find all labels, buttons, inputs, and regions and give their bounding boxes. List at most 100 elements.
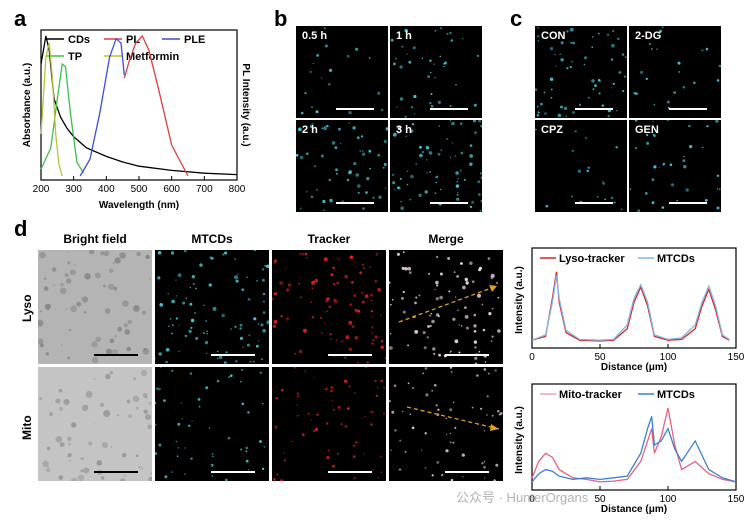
signal-dot [266, 264, 269, 268]
signal-dot [436, 284, 439, 287]
signal-dot [58, 475, 64, 480]
row-label-mito: Mito [20, 415, 34, 440]
signal-dot [60, 282, 64, 287]
signal-dot [336, 281, 340, 285]
signal-dot [145, 414, 151, 420]
lyso-profile-ylabel: Intensity (a.u.) [514, 266, 525, 334]
signal-dot [341, 200, 344, 203]
signal-dot [450, 478, 454, 481]
signal-dot [400, 200, 402, 203]
signal-dot [476, 54, 479, 57]
signal-dot [566, 30, 569, 33]
signal-dot [479, 209, 482, 212]
signal-dot [230, 328, 232, 330]
signal-dot [77, 474, 85, 481]
signal-dot [43, 277, 47, 281]
signal-dot [716, 174, 720, 177]
signal-dot [389, 333, 392, 335]
signal-dot [337, 258, 340, 261]
signal-dot [424, 466, 427, 469]
signal-dot [624, 56, 627, 58]
signal-dot [407, 344, 410, 347]
signal-dot [301, 252, 305, 256]
signal-dot [100, 251, 105, 256]
scale-bar [575, 108, 613, 110]
signal-dot [171, 299, 175, 304]
signal-dot [457, 192, 459, 194]
signal-dot [486, 414, 488, 416]
signal-dot [425, 145, 428, 148]
signal-dot [479, 172, 482, 175]
signal-dot [103, 284, 106, 288]
signal-dot [394, 189, 396, 191]
signal-dot [361, 291, 363, 294]
signal-dot [104, 308, 111, 314]
signal-dot [285, 288, 290, 292]
signal-dot [304, 92, 307, 95]
signal-dot [390, 449, 392, 451]
signal-dot [260, 323, 264, 327]
signal-dot [379, 455, 382, 458]
signal-dot [145, 254, 150, 260]
signal-dot [171, 369, 174, 372]
signal-dot [381, 108, 384, 112]
signal-dot [275, 397, 278, 400]
signal-dot [402, 310, 406, 314]
signal-dot [296, 153, 299, 157]
signal-dot [662, 163, 665, 166]
signal-dot [716, 79, 720, 82]
signal-dot [345, 336, 349, 340]
signal-dot [449, 367, 452, 369]
signal-dot [478, 193, 481, 196]
signal-dot [128, 414, 132, 419]
signal-dot [172, 324, 174, 326]
signal-dot [352, 126, 356, 130]
signal-dot [433, 352, 436, 356]
mito-profile-x-tick-label: 100 [660, 494, 677, 505]
signal-dot [537, 35, 540, 38]
signal-dot [169, 317, 172, 320]
signal-dot [158, 352, 162, 356]
signal-dot [190, 457, 193, 460]
signal-dot [350, 280, 354, 284]
signal-dot [344, 379, 348, 383]
legend-metformin: Metformin [126, 51, 179, 63]
image-lyso-merge [389, 250, 503, 364]
signal-dot [259, 371, 262, 374]
signal-dot [256, 344, 259, 348]
fluorescence-signal [272, 252, 386, 364]
mito-profile-ticks: 0 50 100 150 [529, 486, 745, 505]
signal-dot [365, 367, 367, 368]
signal-dot [157, 251, 162, 255]
signal-dot [68, 443, 71, 446]
scale-bar [575, 202, 613, 204]
signal-dot [124, 474, 127, 477]
signal-dot [357, 441, 360, 444]
signal-dot [716, 206, 720, 210]
signal-dot [444, 61, 447, 65]
signal-dot [211, 475, 214, 477]
image-lyso-tracker [272, 250, 386, 364]
signal-dot [413, 94, 417, 99]
signal-dot [473, 120, 476, 123]
signal-dot [304, 252, 308, 256]
signal-dot [266, 320, 269, 325]
signal-dot [183, 250, 187, 253]
signal-dot [651, 201, 655, 205]
signal-dot [69, 269, 76, 276]
signal-dot [453, 271, 456, 273]
signal-dot [274, 425, 278, 429]
signal-dot [307, 413, 310, 415]
signal-dot [399, 97, 404, 101]
signal-dot [93, 378, 96, 381]
signal-dot [491, 335, 494, 338]
signal-dot [114, 257, 121, 264]
signal-dot [422, 331, 426, 335]
signal-dot [396, 106, 398, 108]
signal-dot [256, 280, 258, 282]
signal-dot [353, 162, 357, 166]
signal-dot [440, 149, 442, 151]
signal-dot [341, 340, 344, 343]
signal-dot [329, 68, 333, 72]
signal-dot [370, 293, 373, 297]
